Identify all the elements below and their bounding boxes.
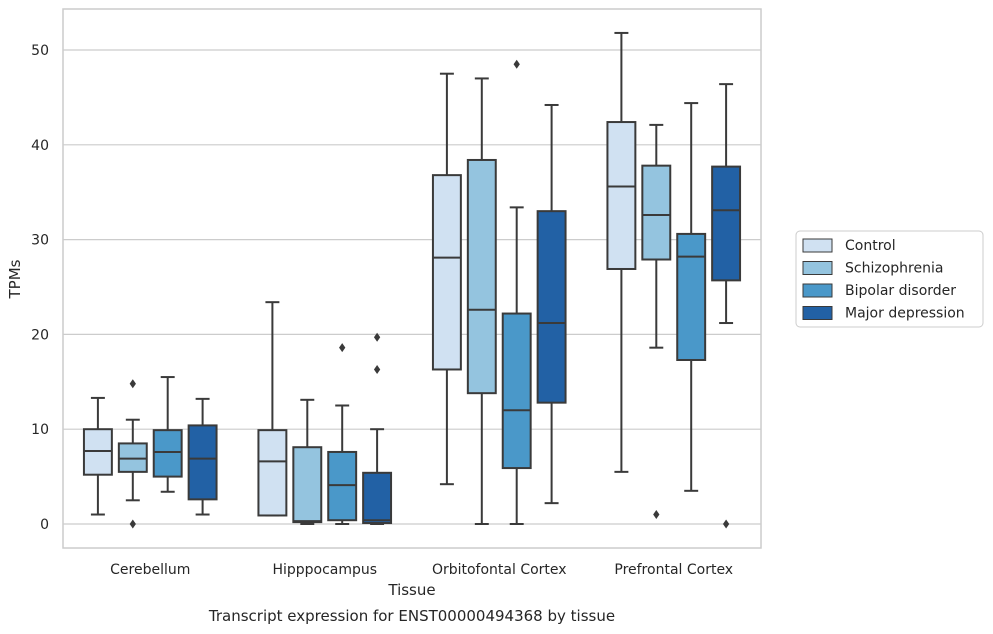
box-major-depression: [536, 103, 567, 505]
box-iqr: [676, 232, 707, 361]
box-iqr: [501, 312, 532, 470]
legend-entry: Schizophrenia: [845, 261, 943, 277]
box-control: [431, 72, 462, 486]
plot-frame: [62, 8, 762, 549]
box-schizophrenia: [117, 379, 148, 529]
y-axis-label: TPMs: [6, 259, 24, 299]
box-schizophrenia: [641, 123, 672, 520]
y-tick-label: 0: [40, 517, 49, 533]
legend: Control Schizophrenia Bipolar disorder Majo…: [795, 230, 984, 328]
outlier-point: [722, 519, 730, 529]
outlier-point: [129, 519, 136, 529]
x-tick-labels: Cerebellum Hipppocampus Orbitofontal Corte…: [110, 562, 733, 578]
legend-swatch: [802, 238, 833, 253]
box-bipolar-disorder: [676, 102, 707, 492]
y-tick-label: 20: [31, 327, 49, 343]
legend-entry: Control: [845, 238, 896, 254]
box-major-depression: [187, 397, 218, 516]
box-iqr: [536, 210, 567, 404]
box-iqr: [257, 429, 288, 517]
box-iqr: [431, 174, 462, 371]
legend-entry: Major depression: [845, 306, 965, 322]
outlier-point: [653, 510, 660, 520]
box-major-depression: [711, 83, 742, 529]
y-tick-label: 50: [31, 43, 49, 59]
box-bipolar-disorder: [152, 376, 183, 493]
outlier-point: [513, 59, 520, 69]
legend-frame: [795, 230, 984, 328]
box-series: [82, 31, 742, 529]
box-bipolar-disorder: [327, 343, 358, 525]
box-iqr: [641, 164, 672, 261]
chart-caption: Transcript expression for ENST0000049436…: [208, 607, 615, 625]
box-control: [257, 301, 288, 517]
box-control: [606, 31, 637, 473]
box-schizophrenia: [466, 77, 497, 525]
legend-swatch: [802, 283, 833, 298]
legend-swatch: [802, 261, 833, 275]
y-tick-label: 40: [31, 138, 49, 154]
box-iqr: [362, 471, 393, 525]
box-bipolar-disorder: [501, 59, 532, 525]
box-major-depression: [362, 332, 393, 525]
legend-swatch: [802, 306, 833, 320]
x-tick-label: Orbitofontal Cortex: [432, 562, 567, 578]
x-tick-label: Hipppocampus: [272, 562, 377, 578]
box-iqr: [711, 165, 742, 282]
box-iqr: [466, 158, 497, 395]
x-tick-label: Prefrontal Cortex: [614, 562, 733, 578]
y-tick-label: 10: [31, 422, 49, 438]
y-tick-label: 30: [31, 233, 49, 249]
x-axis-label: Tissue: [387, 581, 435, 599]
box-iqr: [152, 429, 183, 478]
x-tick-label: Cerebellum: [110, 562, 190, 578]
box-iqr: [606, 121, 637, 270]
legend-entry: Bipolar disorder: [845, 283, 956, 299]
y-tick-labels: 0 10 20 30 40 50: [31, 43, 49, 533]
outlier-point: [373, 364, 381, 374]
box-iqr: [187, 424, 218, 501]
box-iqr: [292, 446, 323, 524]
box-schizophrenia: [292, 398, 323, 525]
outlier-point: [339, 343, 346, 353]
outlier-point: [129, 379, 136, 389]
box-control: [82, 396, 113, 516]
outlier-point: [373, 332, 381, 342]
